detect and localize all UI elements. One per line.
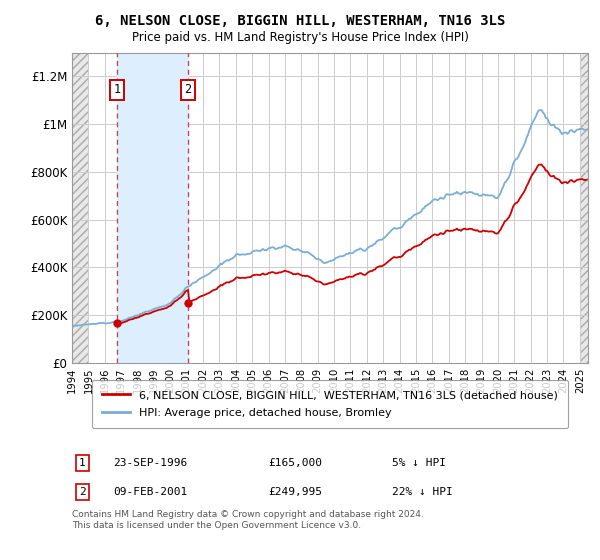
Text: 22% ↓ HPI: 22% ↓ HPI	[392, 487, 452, 497]
Bar	[117, 53, 188, 363]
Text: 09-FEB-2001: 09-FEB-2001	[113, 487, 188, 497]
Bar	[72, 53, 88, 363]
Legend: 6, NELSON CLOSE, BIGGIN HILL,  WESTERHAM, TN16 3LS (detached house), HPI: Averag: 6, NELSON CLOSE, BIGGIN HILL, WESTERHAM,…	[92, 380, 568, 428]
Text: 6, NELSON CLOSE, BIGGIN HILL, WESTERHAM, TN16 3LS: 6, NELSON CLOSE, BIGGIN HILL, WESTERHAM,…	[95, 14, 505, 28]
Text: Contains HM Land Registry data © Crown copyright and database right 2024.
This d: Contains HM Land Registry data © Crown c…	[72, 510, 424, 530]
Bar	[580, 53, 588, 363]
Text: 23-SEP-1996: 23-SEP-1996	[113, 458, 188, 468]
Text: £249,995: £249,995	[268, 487, 322, 497]
Text: 2: 2	[185, 83, 192, 96]
Text: 1: 1	[113, 83, 120, 96]
Text: Price paid vs. HM Land Registry's House Price Index (HPI): Price paid vs. HM Land Registry's House …	[131, 31, 469, 44]
Text: 5% ↓ HPI: 5% ↓ HPI	[392, 458, 446, 468]
Text: £165,000: £165,000	[268, 458, 322, 468]
Text: 1: 1	[79, 458, 86, 468]
Text: 2: 2	[79, 487, 86, 497]
